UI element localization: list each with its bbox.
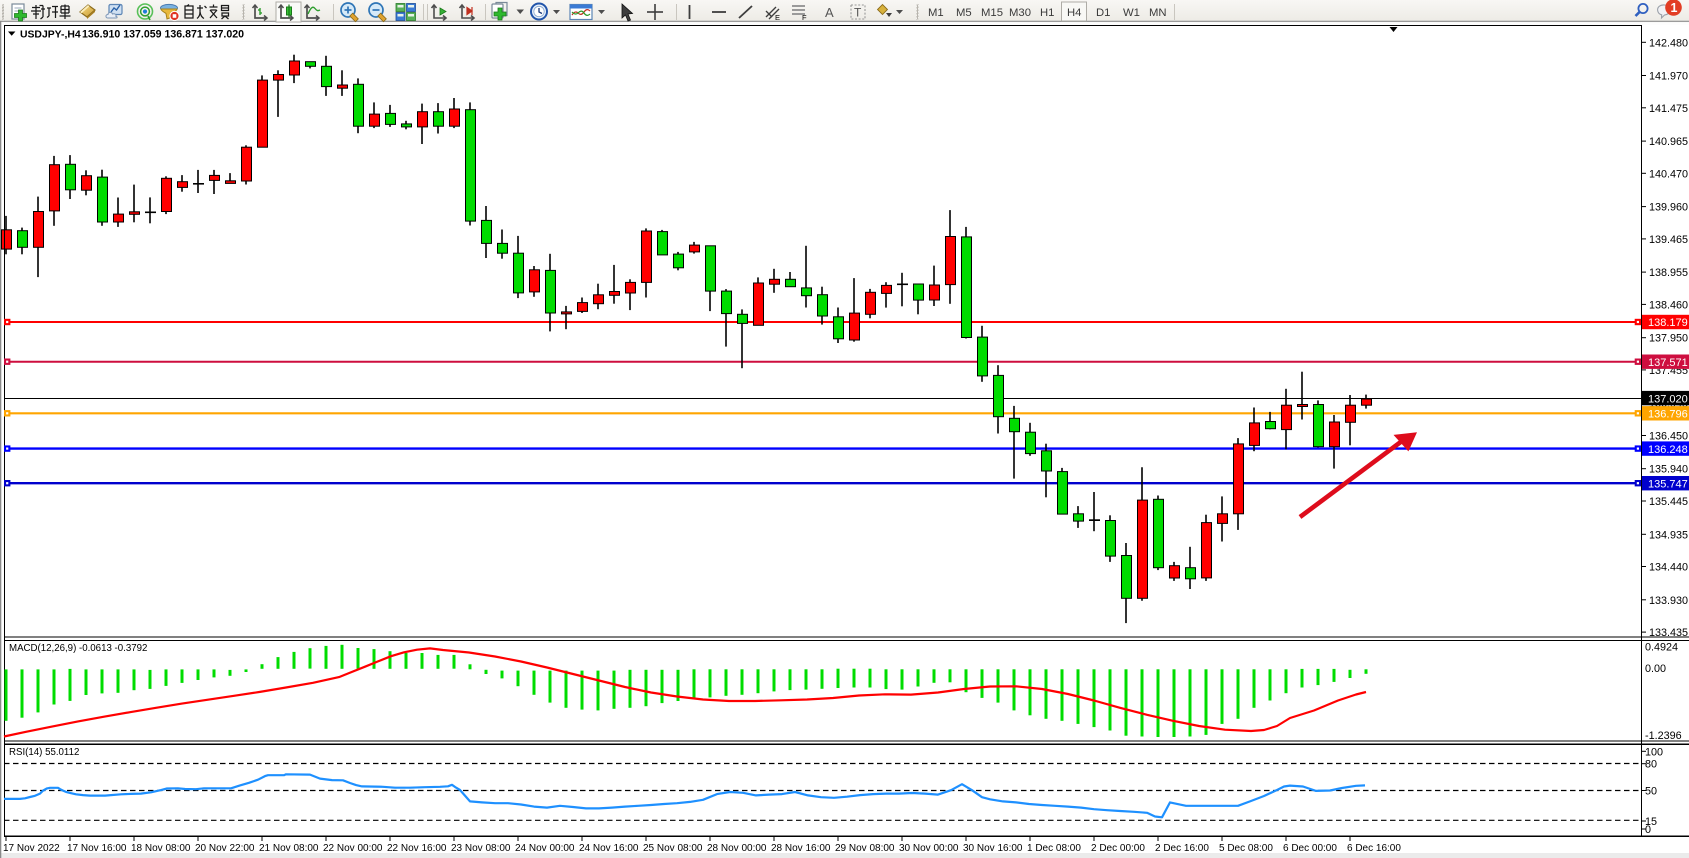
svg-text:135.445: 135.445 xyxy=(1649,496,1688,508)
svg-text:140.965: 140.965 xyxy=(1649,136,1688,148)
svg-text:21 Nov 08:00: 21 Nov 08:00 xyxy=(259,843,319,854)
svg-text:A: A xyxy=(825,5,834,20)
svg-text:MACD(12,26,9) -0.0613 -0.3792: MACD(12,26,9) -0.0613 -0.3792 xyxy=(9,643,147,654)
svg-text:H4: H4 xyxy=(1067,7,1081,19)
svg-text:29 Nov 08:00: 29 Nov 08:00 xyxy=(835,843,895,854)
svg-text:30 Nov 00:00: 30 Nov 00:00 xyxy=(899,843,959,854)
svg-text:6 Dec 16:00: 6 Dec 16:00 xyxy=(1347,843,1401,854)
svg-text:1 Dec 08:00: 1 Dec 08:00 xyxy=(1027,843,1081,854)
svg-text:142.480: 142.480 xyxy=(1649,37,1688,49)
svg-text:139.960: 139.960 xyxy=(1649,202,1688,214)
svg-text:100: 100 xyxy=(1645,746,1663,758)
svg-text:135.747: 135.747 xyxy=(1648,478,1688,490)
svg-text:137.950: 137.950 xyxy=(1649,333,1688,345)
svg-text:28 Nov 16:00: 28 Nov 16:00 xyxy=(771,843,831,854)
svg-text:22 Nov 16:00: 22 Nov 16:00 xyxy=(387,843,447,854)
svg-text:0.00: 0.00 xyxy=(1645,663,1666,675)
svg-text:6 Dec 00:00: 6 Dec 00:00 xyxy=(1283,843,1337,854)
svg-text:136.796: 136.796 xyxy=(1648,409,1688,421)
svg-text:30 Nov 16:00: 30 Nov 16:00 xyxy=(963,843,1023,854)
svg-text:137.571: 137.571 xyxy=(1648,357,1688,369)
svg-text:-1.2396: -1.2396 xyxy=(1645,730,1682,742)
svg-text:22 Nov 00:00: 22 Nov 00:00 xyxy=(323,843,383,854)
svg-text:2 Dec 00:00: 2 Dec 00:00 xyxy=(1091,843,1145,854)
svg-text:RSI(14) 55.0112: RSI(14) 55.0112 xyxy=(9,747,79,758)
svg-text:20 Nov 22:00: 20 Nov 22:00 xyxy=(195,843,255,854)
svg-text:135.940: 135.940 xyxy=(1649,464,1688,476)
svg-text:137.020: 137.020 xyxy=(1648,393,1688,405)
svg-text:18 Nov 08:00: 18 Nov 08:00 xyxy=(131,843,191,854)
svg-text:M30: M30 xyxy=(1009,7,1031,19)
svg-text:E: E xyxy=(775,13,780,22)
svg-text:T: T xyxy=(854,6,862,20)
svg-text:23 Nov 08:00: 23 Nov 08:00 xyxy=(451,843,511,854)
svg-text:D1: D1 xyxy=(1096,7,1110,19)
svg-text:50: 50 xyxy=(1645,786,1657,798)
svg-text:24 Nov 00:00: 24 Nov 00:00 xyxy=(515,843,575,854)
svg-text:H1: H1 xyxy=(1040,7,1054,19)
svg-text:25 Nov 08:00: 25 Nov 08:00 xyxy=(643,843,703,854)
svg-text:24 Nov 16:00: 24 Nov 16:00 xyxy=(579,843,639,854)
svg-text:0.4924: 0.4924 xyxy=(1645,642,1678,654)
svg-text:136.910 137.059 136.871 137.02: 136.910 137.059 136.871 137.020 xyxy=(82,29,244,41)
svg-text:138.179: 138.179 xyxy=(1648,317,1688,329)
svg-text:136.248: 136.248 xyxy=(1648,444,1688,456)
svg-text:80: 80 xyxy=(1645,759,1657,771)
svg-text:138.955: 138.955 xyxy=(1649,267,1688,279)
svg-text:5 Dec 08:00: 5 Dec 08:00 xyxy=(1219,843,1273,854)
svg-text:M1: M1 xyxy=(928,7,944,19)
svg-text:139.465: 139.465 xyxy=(1649,234,1688,246)
svg-text:MN: MN xyxy=(1149,7,1167,19)
svg-text:USDJPY-,H4: USDJPY-,H4 xyxy=(20,30,81,41)
svg-text:140.470: 140.470 xyxy=(1649,168,1688,180)
svg-text:F: F xyxy=(802,13,807,22)
svg-text:1: 1 xyxy=(1671,1,1678,15)
svg-text:W1: W1 xyxy=(1123,7,1140,19)
svg-text:133.930: 133.930 xyxy=(1649,595,1688,607)
svg-text:M5: M5 xyxy=(956,7,972,19)
svg-text:134.935: 134.935 xyxy=(1649,529,1688,541)
svg-text:17 Nov 2022: 17 Nov 2022 xyxy=(3,843,60,854)
svg-text:141.970: 141.970 xyxy=(1649,71,1688,83)
svg-text:138.460: 138.460 xyxy=(1649,299,1688,311)
svg-text:133.435: 133.435 xyxy=(1649,627,1688,639)
svg-text:136.450: 136.450 xyxy=(1649,431,1688,443)
svg-text:141.475: 141.475 xyxy=(1649,103,1688,115)
svg-text:28 Nov 00:00: 28 Nov 00:00 xyxy=(707,843,767,854)
svg-text:15: 15 xyxy=(1645,816,1657,828)
svg-text:134.440: 134.440 xyxy=(1649,562,1688,574)
svg-text:17 Nov 16:00: 17 Nov 16:00 xyxy=(67,843,127,854)
svg-text:2 Dec 16:00: 2 Dec 16:00 xyxy=(1155,843,1209,854)
svg-text:M15: M15 xyxy=(981,7,1003,19)
svg-text:0: 0 xyxy=(1645,824,1651,836)
